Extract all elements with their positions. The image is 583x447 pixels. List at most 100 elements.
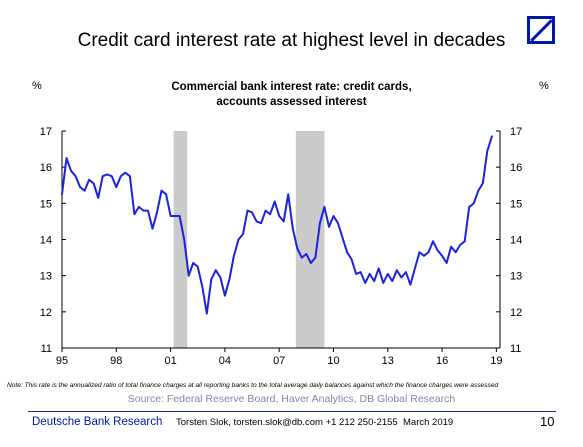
y-tick-label-right: 14 [510,235,522,247]
chart-note: Note: This rate is the annualized ratio … [7,382,499,389]
x-tick-label: 10 [327,355,339,367]
data-point [147,209,149,212]
data-point [473,202,475,204]
data-point [61,193,63,195]
x-tick-label: 04 [219,355,231,367]
data-point [328,226,330,228]
data-point [441,255,443,257]
data-point [197,266,199,268]
data-point [269,213,271,215]
data-point [151,228,154,230]
data-point [391,280,393,282]
data-point [387,273,389,275]
data-point [446,262,448,264]
x-tick-label: 98 [110,355,122,367]
data-point [310,262,312,264]
data-point [396,269,398,271]
data-point [183,238,185,241]
data-point [373,280,375,282]
data-point [337,222,339,224]
footer-divider [28,411,556,412]
data-point [364,282,366,284]
data-point [332,215,335,217]
data-point [97,197,99,199]
data-point [468,206,470,208]
data-point [292,228,294,230]
data-point [287,193,289,195]
footer-author: Torsten Slok, torsten.slok@db.com +1 212… [176,417,398,428]
data-point [219,276,221,279]
data-point [341,237,344,239]
deutsche-bank-logo-icon [527,16,555,44]
y-tick-label-left: 11 [41,343,52,355]
footer-date: March 2019 [403,417,454,428]
y-tick-label-left: 12 [40,307,52,319]
data-point [477,190,479,192]
data-point [355,273,357,275]
y-tick-label-left: 15 [40,198,52,210]
data-point [432,240,434,242]
data-point [65,157,68,159]
data-point [459,244,461,246]
series-line-1 [61,135,493,315]
right-axis-unit: % [539,80,549,92]
data-point [133,213,135,215]
data-point [283,220,285,223]
y-tick-label-right: 15 [510,198,522,210]
footer-brand: Deutsche Bank Research [32,416,163,428]
data-point [174,215,176,217]
data-point [409,284,412,286]
data-point [319,222,321,224]
data-point [418,251,421,253]
data-point [378,267,380,270]
data-point [169,215,172,217]
data-point [120,175,122,177]
data-point [482,182,484,185]
page-title: Credit card interest rate at highest lev… [77,30,506,51]
data-point [124,171,126,174]
data-point [237,238,240,241]
data-point [115,186,117,188]
data-point [382,282,384,284]
data-point [301,256,303,259]
left-axis-unit: % [32,80,42,92]
data-point [129,175,131,177]
data-point [400,276,402,279]
data-point [142,209,145,212]
data-point [427,251,430,253]
data-point [491,135,493,138]
data-point [369,273,371,275]
data-point [450,246,452,248]
chart-title-line1: Commercial bank interest rate: credit ca… [171,81,412,93]
x-tick-label: 01 [164,355,176,367]
data-point [70,170,72,172]
data-point [436,249,439,251]
data-point [84,190,86,192]
page-number: 10 [540,414,555,429]
data-point [79,186,81,188]
y-tick-label-right: 16 [510,162,522,174]
y-tick-label-right: 17 [510,126,522,138]
data-point [201,285,203,288]
data-point [228,278,231,280]
data-point [260,222,262,224]
data-point [160,190,163,192]
data-point [455,251,457,253]
data-point [486,150,488,152]
data-point [423,255,425,257]
chart-title: Commercial bank interest rate: credit ca… [0,80,583,110]
y-tick-label-left: 16 [40,162,52,174]
data-point [278,215,280,217]
data-point [156,211,158,213]
data-point [255,220,258,223]
x-tick-label: 19 [490,355,502,367]
data-point [224,294,226,297]
y-tick-label-right: 12 [510,307,522,319]
data-point [233,255,235,257]
data-point [88,179,90,181]
data-point [296,247,298,250]
data-point [179,215,181,217]
data-point [242,233,244,235]
recession-band-1 [173,131,188,348]
